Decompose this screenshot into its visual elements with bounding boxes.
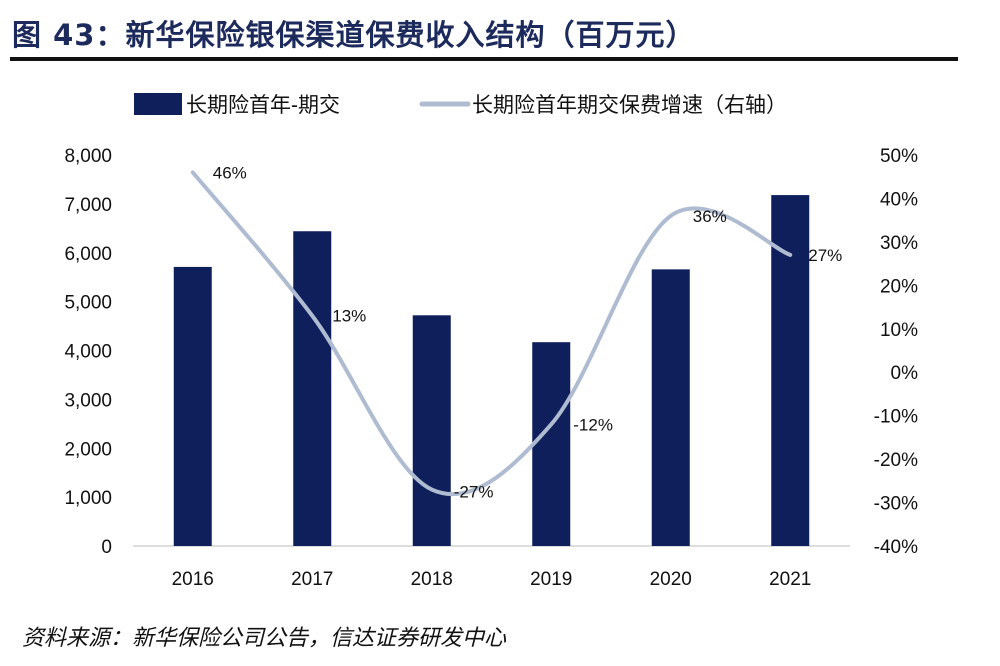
right-tick-label: 50% xyxy=(880,146,918,167)
bar-2019 xyxy=(532,342,571,546)
right-tick-label: -10% xyxy=(874,407,918,428)
bar-2016 xyxy=(173,266,212,546)
right-tick-label: 40% xyxy=(880,189,918,210)
x-tick-label: 2020 xyxy=(650,569,692,590)
bar-2018 xyxy=(412,315,451,546)
data-label: 46% xyxy=(213,163,247,182)
x-tick-label: 2021 xyxy=(769,569,811,590)
right-tick-label: 30% xyxy=(880,233,918,254)
right-tick-label: -20% xyxy=(874,450,918,471)
source-note: 资料来源：新华保险公司公告，信达证券研发中心 xyxy=(22,626,507,651)
data-label: -27% xyxy=(454,483,494,502)
left-tick-label: 1,000 xyxy=(64,488,112,509)
growth-line xyxy=(190,170,793,497)
legend-bar-swatch xyxy=(134,93,182,115)
left-tick-label: 2,000 xyxy=(64,439,112,460)
legend-line-label: 长期险首年期交保费增速（右轴） xyxy=(472,94,787,117)
x-tick-label: 2017 xyxy=(291,569,333,590)
bar-2017 xyxy=(293,231,332,546)
data-label: 36% xyxy=(693,207,727,226)
x-tick-label: 2019 xyxy=(530,569,572,590)
title-rule xyxy=(10,57,958,61)
left-tick-label: 6,000 xyxy=(64,244,112,265)
figure-title: 图 43：新华保险银保渠道保费收入结构（百万元） xyxy=(12,18,696,52)
x-tick-label: 2016 xyxy=(172,569,214,590)
data-label: -12% xyxy=(573,415,613,434)
left-tick-label: 3,000 xyxy=(64,390,112,411)
left-tick-label: 4,000 xyxy=(64,342,112,363)
right-tick-label: -40% xyxy=(874,537,918,558)
left-tick-label: 0 xyxy=(101,537,112,558)
right-tick-label: 20% xyxy=(880,276,918,297)
data-label: 27% xyxy=(808,246,842,265)
bar-2020 xyxy=(651,269,690,546)
left-tick-label: 8,000 xyxy=(64,146,112,167)
data-label: 13% xyxy=(332,307,366,326)
x-tick-label: 2018 xyxy=(411,569,453,590)
legend-bar-label: 长期险首年-期交 xyxy=(186,94,340,117)
right-tick-label: -30% xyxy=(874,494,918,515)
right-tick-label: 0% xyxy=(891,363,919,384)
right-tick-label: 10% xyxy=(880,320,918,341)
left-tick-label: 5,000 xyxy=(64,293,112,314)
left-tick-label: 7,000 xyxy=(64,195,112,216)
